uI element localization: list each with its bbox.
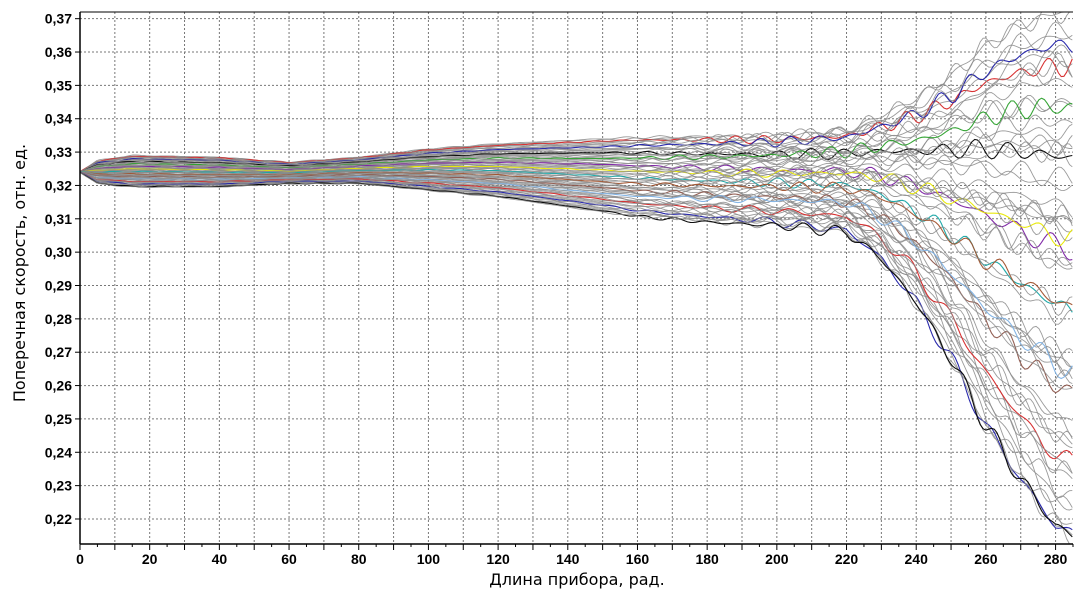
series-line [79, 77, 1073, 173]
series-line [79, 171, 1073, 499]
y-tick-label: 0,24 [45, 444, 72, 460]
y-tick-label: 0,36 [45, 44, 72, 60]
x-tick-label: 160 [626, 551, 650, 567]
series-line [79, 171, 1073, 531]
series-line [79, 172, 1073, 474]
y-tick-label: 0,28 [45, 311, 72, 327]
y-tick-label: 0,27 [45, 344, 72, 360]
y-tick-label: 0,34 [45, 111, 72, 127]
series-line [79, 152, 1073, 192]
series-line [79, 171, 1073, 394]
series-line [79, 21, 1073, 173]
series-line [79, 171, 1073, 390]
x-tick-label: 60 [281, 551, 297, 567]
x-tick-label: 200 [765, 551, 789, 567]
x-tick-label: 260 [974, 551, 998, 567]
x-axis-title: Длина прибора, рад. [489, 570, 664, 589]
series-line [79, 172, 1073, 438]
series-line [79, 171, 1073, 538]
axes [75, 11, 1074, 550]
series-line [79, 171, 1073, 480]
x-tick-label: 120 [486, 551, 510, 567]
series-line [79, 171, 1073, 474]
series-line [79, 11, 1073, 173]
x-tick-label: 280 [1044, 551, 1068, 567]
series-line [79, 171, 1073, 266]
x-tick-label: 240 [905, 551, 929, 567]
x-tick-label: 0 [76, 551, 84, 567]
series-line [79, 161, 1073, 261]
y-tick-label: 0,35 [45, 77, 72, 93]
x-tick-label: 180 [695, 551, 719, 567]
series-line [79, 114, 1073, 173]
y-tick-label: 0,32 [45, 177, 72, 193]
y-tick-label: 0,25 [45, 411, 72, 427]
y-tick-label: 0,22 [45, 511, 72, 527]
grid [80, 12, 1073, 544]
y-tick-label: 0,26 [45, 378, 72, 394]
y-tick-label: 0,31 [45, 211, 72, 227]
series-line [79, 167, 1073, 223]
series-line [79, 171, 1073, 545]
y-tick-label: 0,33 [45, 144, 72, 160]
series-line [79, 164, 1073, 233]
x-tick-label: 100 [417, 551, 441, 567]
series-line [79, 137, 1073, 173]
y-axis-title: Поперечная скорость, отн. ед. [10, 144, 29, 402]
series-line [79, 171, 1073, 443]
series-group [79, 11, 1073, 545]
series-line [79, 44, 1073, 173]
series-line [79, 97, 1073, 173]
x-tick-label: 20 [142, 551, 158, 567]
series-line [79, 50, 1073, 173]
x-tick-label: 40 [212, 551, 228, 567]
x-tick-label: 140 [556, 551, 580, 567]
series-line [79, 133, 1073, 173]
series-line [79, 52, 1073, 173]
tick-labels: 0 20 40 60 80 100 120 140 160 180 200 220 240 260 280 0… [45, 11, 1068, 567]
y-tick-label: 0,30 [45, 244, 72, 260]
x-tick-label: 80 [351, 551, 367, 567]
y-tick-label: 0,37 [45, 11, 72, 27]
series-line [79, 171, 1073, 421]
series-line [79, 171, 1073, 525]
series-line [79, 171, 1073, 536]
series-line [79, 171, 1073, 445]
series-line [79, 171, 1073, 317]
series-line [79, 141, 1073, 174]
series-line [79, 171, 1073, 508]
y-tick-label: 0,29 [45, 278, 72, 294]
y-tick-label: 0,23 [45, 478, 72, 494]
series-line [79, 171, 1073, 363]
series-line [79, 171, 1073, 306]
x-tick-label: 220 [835, 551, 859, 567]
series-line [79, 11, 1073, 173]
